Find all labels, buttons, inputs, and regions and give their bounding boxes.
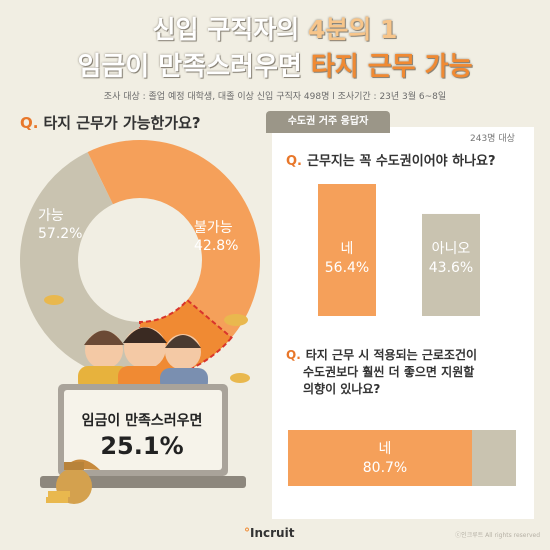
question-marker: Q.: [20, 114, 39, 132]
question-text-line2: 수도권보다 훨씬 더 좋으면 지원할: [303, 365, 475, 379]
question-text-line3: 의향이 있나요?: [303, 382, 381, 396]
title-line-2: 임금이 만족스러우면 타지 근무 가능: [0, 46, 550, 83]
pie-value: 42.8%: [194, 238, 239, 254]
respondent-count: 243명 대상: [470, 134, 515, 144]
pie-category: 불가능: [194, 220, 233, 236]
pie-value: 57.2%: [38, 226, 83, 242]
title-line-1: 신입 구직자의 4분의 1: [0, 10, 550, 46]
bar-value: 56.4%: [324, 260, 370, 276]
question-text: 타지 근무가 가능한가요?: [43, 114, 201, 132]
question-3: Q. 타지 근무 시 적용되는 근로조건이 수도권보다 훨씬 더 좋으면 지원할 …: [286, 347, 477, 398]
bar-category: 네: [378, 441, 392, 457]
question-2: Q. 근무지는 꼭 수도권이어야 하나요?: [286, 150, 496, 169]
monitor-text: 임금이 만족스러우면 25.1%: [62, 410, 222, 460]
title-part-a: 신입 구직자의: [152, 15, 308, 44]
hbar-segment-0: [288, 430, 472, 486]
bar-label-no: 아니오 43.6%: [422, 240, 480, 278]
pie-label-possible: 가능 57.2%: [38, 207, 82, 243]
card-tab: 수도권 거주 응답자: [266, 111, 390, 133]
bar-1: [422, 213, 480, 316]
bar-0: [318, 184, 376, 316]
bar-value: 80.7%: [362, 460, 408, 476]
money-bag-icon: [46, 462, 92, 504]
bar-category: 네: [340, 241, 354, 257]
bar-category: 아니오: [431, 241, 471, 257]
pie-category: 가능: [38, 208, 64, 224]
incruit-logo: °Incruit: [244, 526, 295, 540]
bar-value: 43.6%: [428, 260, 474, 276]
question-marker: Q.: [286, 154, 302, 169]
monitor-label: 임금이 만족스러우면: [81, 413, 203, 429]
pie-label-impossible: 불가능 42.8%: [194, 219, 238, 255]
bar-label-yes: 네 56.4%: [318, 240, 376, 278]
hbar-label-yes: 네 80.7%: [330, 440, 440, 478]
survey-subtitle: 조사 대상 : 졸업 예정 대학생, 대졸 이상 신입 구직자 498명 l 조…: [103, 92, 447, 102]
pie-slice-0: [87, 140, 260, 380]
copyright: ⓒ인크루트 All rights reserved: [455, 532, 540, 539]
pie-slice-1: [19, 152, 141, 380]
monitor-value: 25.1%: [100, 432, 184, 460]
title-highlight-quarter: 4분의 1: [307, 15, 398, 44]
question-text: 근무지는 꼭 수도권이어야 하나요?: [307, 154, 496, 169]
title-part-b: 임금이 만족스러우면: [77, 52, 311, 82]
question-marker: Q.: [286, 348, 301, 362]
question-text-line1: 타지 근무 시 적용되는 근로조건이: [305, 348, 478, 362]
question-1: Q. 타지 근무가 가능한가요?: [20, 112, 201, 133]
title-highlight-remote: 타지 근무 가능: [310, 52, 473, 82]
hbar-segment-1: [471, 430, 516, 486]
